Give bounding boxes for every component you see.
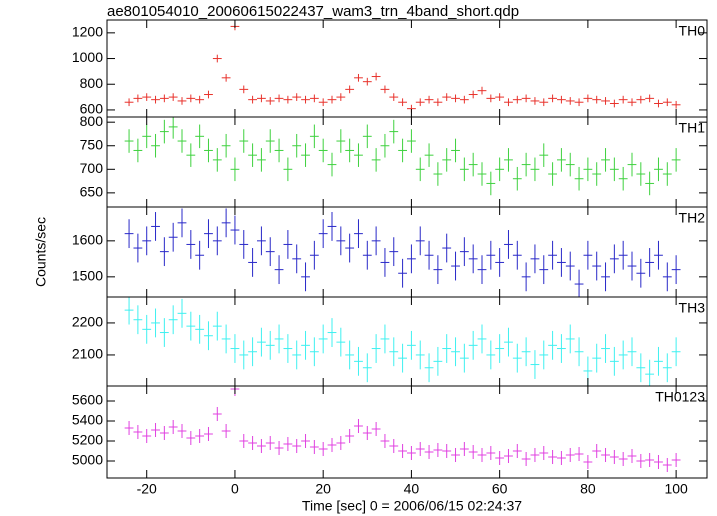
y-tick-label: 800 bbox=[80, 113, 104, 129]
x-tick-label: -20 bbox=[137, 481, 157, 497]
y-tick-label: 1000 bbox=[72, 49, 103, 65]
panel-label: TH1 bbox=[679, 120, 706, 136]
x-tick-label: 40 bbox=[404, 481, 420, 497]
y-tick-label: 5600 bbox=[72, 392, 103, 408]
panel bbox=[124, 297, 681, 386]
y-tick-label: 800 bbox=[80, 75, 104, 91]
panel bbox=[124, 117, 681, 196]
x-tick-label: 80 bbox=[580, 481, 596, 497]
x-axis-label: Time [sec] 0 = 2006/06/15 02:24:37 bbox=[302, 498, 522, 514]
y-tick-label: 750 bbox=[80, 136, 104, 152]
y-tick-label: 600 bbox=[80, 101, 104, 117]
y-tick-label: 1200 bbox=[72, 24, 103, 40]
panel-label: TH0123 bbox=[655, 389, 705, 405]
y-tick-label: 5000 bbox=[72, 452, 103, 468]
panel-frame bbox=[106, 116, 708, 208]
y-tick-label: 700 bbox=[80, 160, 104, 176]
panel-label: TH0 bbox=[679, 23, 706, 39]
panel-frame bbox=[106, 385, 708, 479]
y-tick-label: 2200 bbox=[72, 314, 103, 330]
panel bbox=[124, 208, 681, 297]
y-axis-label: Counts/sec bbox=[33, 217, 49, 287]
x-tick-label: 60 bbox=[492, 481, 508, 497]
chart-title: ae801054010_20060615022437_wam3_trn_4ban… bbox=[107, 3, 519, 20]
panel-label: TH3 bbox=[679, 300, 706, 316]
y-tick-label: 2100 bbox=[72, 346, 103, 362]
y-tick-label: 5200 bbox=[72, 432, 103, 448]
panel-frame bbox=[106, 206, 708, 298]
panel-label: TH2 bbox=[679, 210, 706, 226]
panel bbox=[124, 22, 681, 113]
x-tick-label: 100 bbox=[664, 481, 688, 497]
x-tick-label: 20 bbox=[315, 481, 331, 497]
y-tick-label: 1600 bbox=[72, 232, 103, 248]
y-tick-label: 1500 bbox=[72, 268, 103, 284]
y-tick-label: 5400 bbox=[72, 412, 103, 428]
x-tick-label: 0 bbox=[231, 481, 239, 497]
panel bbox=[124, 386, 681, 472]
y-tick-label: 650 bbox=[80, 184, 104, 200]
panel-frame bbox=[106, 296, 708, 387]
